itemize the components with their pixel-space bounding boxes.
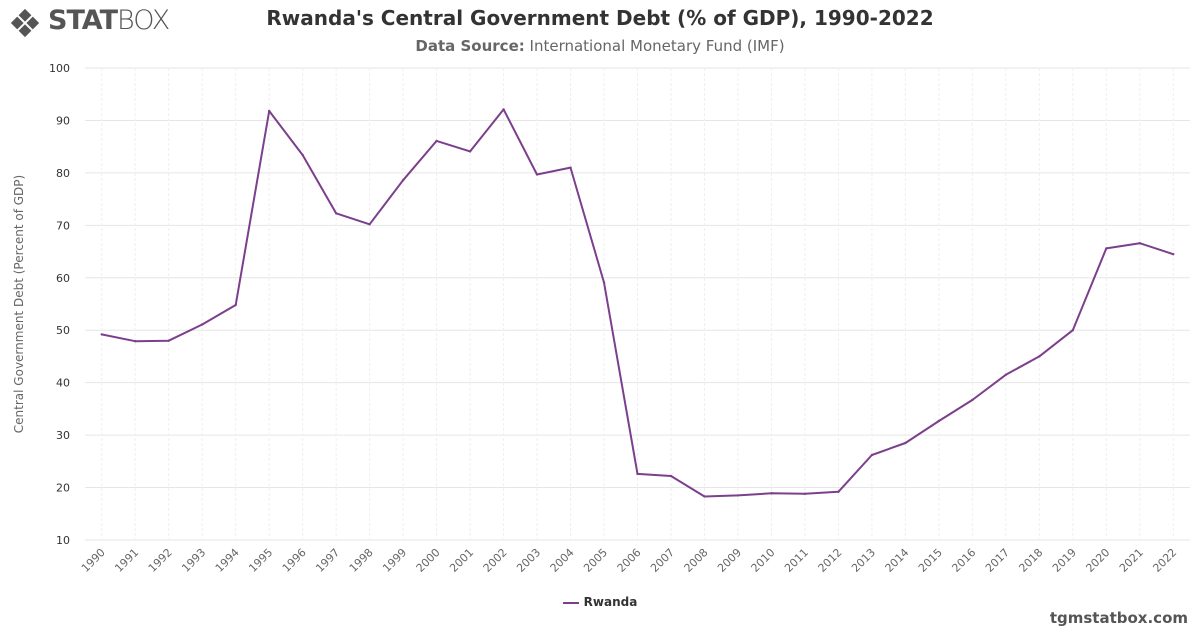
- x-tick-label: 2018: [1016, 546, 1045, 575]
- x-tick-label: 2013: [849, 546, 878, 575]
- data-point: [100, 333, 103, 336]
- data-point: [334, 212, 338, 215]
- chart-subtitle: Data Source: International Monetary Fund…: [0, 37, 1200, 55]
- y-tick-label: 30: [56, 429, 70, 442]
- data-point: [167, 339, 170, 342]
- x-tick-label: 2000: [414, 546, 443, 575]
- x-tick-label: 2020: [1083, 546, 1112, 575]
- data-point: [134, 340, 137, 343]
- x-tick-label: 2017: [983, 546, 1012, 575]
- x-tick-label: 2002: [481, 546, 510, 575]
- x-tick-label: 1999: [380, 546, 409, 575]
- legend-swatch: [562, 601, 579, 604]
- y-tick-label: 80: [56, 167, 70, 180]
- data-point: [870, 453, 874, 457]
- data-point: [1172, 252, 1175, 256]
- data-point: [669, 474, 673, 478]
- data-point: [1138, 241, 1141, 245]
- legend-label-rwanda: Rwanda: [583, 595, 638, 609]
- x-tick-label: 2019: [1050, 546, 1079, 575]
- data-point: [401, 179, 405, 182]
- logo-bold-text: STAT: [48, 5, 118, 36]
- x-tick-label: 2010: [749, 546, 778, 575]
- data-point: [837, 490, 840, 493]
- data-point: [535, 173, 539, 176]
- x-tick-label: 2015: [916, 546, 945, 575]
- data-point: [267, 109, 271, 113]
- x-tick-label: 1993: [179, 546, 208, 575]
- data-source-label: Data Source:: [415, 37, 525, 55]
- data-source-value: International Monetary Fund (IMF): [529, 37, 785, 55]
- y-tick-label: 20: [56, 482, 70, 495]
- y-tick-label: 90: [56, 114, 70, 127]
- x-tick-label: 2014: [883, 546, 912, 575]
- x-tick-label: 2006: [615, 546, 644, 575]
- logo-light-text: BOX: [116, 5, 170, 36]
- x-tick-label: 2016: [949, 546, 978, 575]
- data-point: [435, 139, 438, 143]
- x-tick-label: 2003: [514, 546, 543, 575]
- x-tick-label: 2008: [682, 546, 711, 575]
- data-point: [301, 153, 304, 157]
- data-point: [502, 108, 505, 111]
- y-tick-label: 60: [56, 272, 70, 285]
- x-tick-label: 1992: [146, 546, 175, 575]
- x-tick-label: 2021: [1117, 546, 1146, 575]
- x-tick-label: 1997: [313, 546, 342, 575]
- statbox-logo: STATBOX: [8, 5, 184, 40]
- x-tick-label: 2012: [816, 546, 845, 575]
- x-tick-label: 2009: [715, 546, 744, 575]
- x-tick-label: 2005: [581, 546, 610, 575]
- data-point: [234, 303, 237, 307]
- data-point: [468, 150, 472, 153]
- data-point: [200, 323, 204, 326]
- chart-title: Rwanda's Central Government Debt (% of G…: [266, 6, 934, 30]
- data-point: [1004, 373, 1008, 376]
- x-tick-label: 2007: [648, 546, 677, 575]
- data-point: [736, 494, 740, 497]
- x-axis-ticks: 1990 1991 1992 1993 1994 1995 1996 1997 1998 1999…: [79, 546, 1180, 575]
- data-point: [971, 398, 974, 402]
- data-point: [636, 472, 639, 476]
- y-tick-label: 50: [56, 324, 70, 337]
- x-tick-label: 2001: [447, 546, 476, 575]
- logo-wordmark: STATBOX: [48, 5, 170, 36]
- data-point: [1105, 247, 1108, 250]
- x-tick-label: 1996: [280, 546, 309, 575]
- data-point: [937, 419, 941, 423]
- data-point: [770, 492, 773, 495]
- x-tick-label: 1994: [213, 546, 242, 575]
- y-tick-label: 10: [56, 534, 70, 547]
- x-tick-label: 1995: [246, 546, 275, 575]
- data-point: [803, 492, 807, 496]
- x-tick-label: 2004: [548, 546, 577, 575]
- data-point: [1071, 329, 1075, 332]
- y-tick-label: 100: [49, 62, 70, 75]
- x-tick-label: 1990: [79, 546, 108, 575]
- data-point: [703, 495, 706, 498]
- series-group: [100, 108, 1175, 498]
- data-point: [1038, 355, 1041, 358]
- y-tick-label: 40: [56, 377, 70, 390]
- footer-site[interactable]: tgmstatbox.com: [1049, 609, 1188, 627]
- y-axis-ticks: 10 20 30 40 50 60 70 80 90 100: [49, 62, 70, 547]
- x-tick-label: 1991: [112, 546, 141, 575]
- data-point: [368, 223, 371, 226]
- legend[interactable]: Rwanda: [0, 595, 1200, 609]
- data-point: [569, 166, 572, 169]
- data-point: [602, 281, 606, 284]
- data-point: [904, 441, 907, 445]
- x-tick-label: 2022: [1150, 546, 1179, 575]
- y-tick-label: 70: [56, 219, 70, 232]
- x-tick-label: 1998: [347, 546, 376, 575]
- logo-diamond-icon: [10, 8, 40, 38]
- x-tick-label: 2011: [782, 546, 811, 575]
